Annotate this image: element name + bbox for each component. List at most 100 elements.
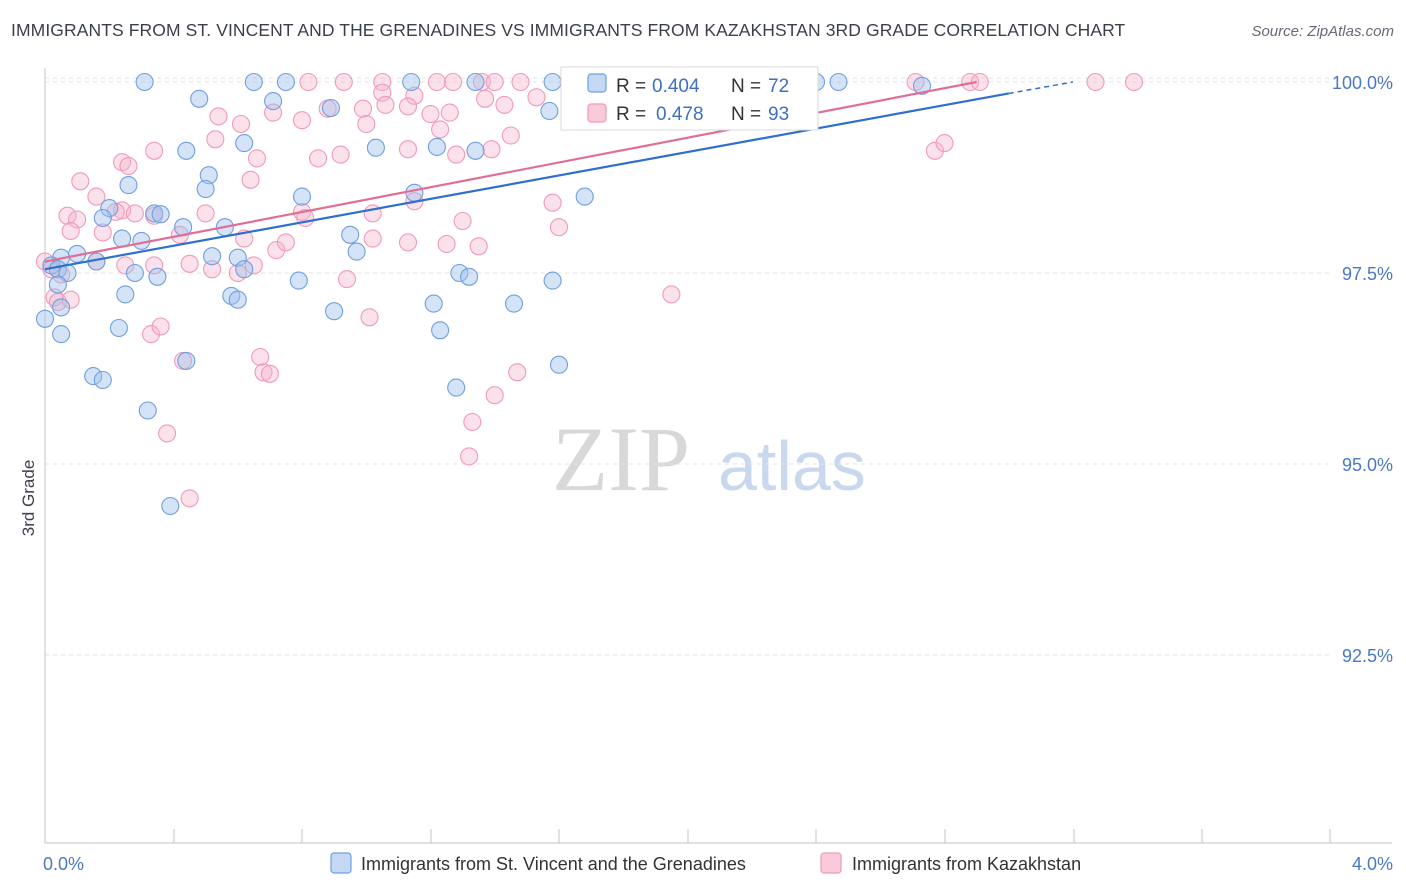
data-points — [35, 72, 1144, 516]
watermark: ZIP atlas — [552, 408, 866, 510]
data-point-blue — [35, 309, 55, 328]
data-point-pink — [357, 114, 376, 134]
stats-legend: R = 0.404 N = 72 R = 0.478 N = 93 — [560, 66, 819, 131]
data-point-blue — [177, 351, 196, 370]
data-point-blue — [912, 76, 932, 95]
data-point-blue — [196, 179, 215, 199]
data-point-blue — [48, 275, 67, 294]
data-point-pink — [141, 325, 161, 344]
data-point-blue — [405, 183, 424, 202]
data-point-pink — [254, 363, 273, 382]
trend-line-blue — [44, 92, 1009, 271]
data-point-pink — [337, 270, 357, 289]
data-point-pink — [662, 285, 681, 304]
data-point-blue — [235, 134, 254, 153]
data-point-blue — [341, 225, 360, 244]
data-point-pink — [511, 72, 530, 92]
data-point-pink — [299, 72, 318, 92]
data-point-pink — [376, 95, 395, 114]
data-point-blue — [543, 271, 562, 290]
legend-r-value-pink: 0.478 — [656, 104, 704, 125]
data-point-blue — [504, 294, 524, 313]
data-point-pink — [68, 210, 87, 229]
data-point-pink — [58, 206, 77, 225]
data-point-blue — [450, 263, 469, 283]
x-tick-labels: 0.0% 4.0% — [43, 854, 1393, 874]
data-point-pink — [61, 221, 80, 241]
data-point-pink — [440, 103, 459, 122]
y-tick-labels: 100.0% 97.5% 95.0% 92.5% — [1332, 73, 1393, 666]
data-point-pink — [353, 99, 373, 118]
data-point-pink — [405, 86, 424, 105]
data-point-pink — [469, 237, 488, 256]
data-point-pink — [460, 447, 479, 466]
data-point-blue — [145, 204, 164, 223]
data-point-pink — [925, 141, 944, 160]
data-point-blue — [460, 267, 479, 286]
data-point-pink — [247, 149, 267, 168]
watermark-atlas: atlas — [718, 427, 866, 505]
data-point-pink — [260, 364, 279, 383]
data-point-pink — [231, 114, 251, 134]
data-point-blue — [151, 205, 170, 224]
series-label-blue: Immigrants from St. Vincent and the Gren… — [361, 854, 746, 874]
grid-lines — [45, 77, 1330, 656]
legend-n-label-blue: N = — [731, 76, 761, 97]
data-point-pink — [363, 229, 382, 248]
legend-n-label-pink: N = — [731, 104, 761, 125]
legend-r-label-blue: R = — [616, 76, 646, 97]
data-point-blue — [466, 72, 485, 92]
series-label-pink: Immigrants from Kazakhstan — [852, 854, 1081, 874]
y-axis-title: 3rd Grade — [19, 460, 38, 537]
data-point-blue — [543, 72, 562, 92]
data-point-pink — [119, 156, 138, 176]
data-point-blue — [289, 271, 308, 290]
data-point-pink — [398, 97, 418, 116]
data-point-blue — [447, 378, 466, 397]
data-point-pink — [508, 363, 527, 382]
data-point-pink — [209, 107, 228, 126]
legend-r-value-blue: 0.404 — [652, 76, 700, 97]
data-point-pink — [244, 256, 263, 275]
data-point-blue — [93, 370, 112, 390]
data-point-blue — [829, 72, 848, 92]
data-point-pink — [427, 72, 446, 92]
data-point-blue — [52, 325, 71, 344]
axes — [44, 68, 1392, 844]
data-point-blue — [52, 298, 71, 317]
data-point-pink — [145, 256, 164, 275]
data-point-pink — [495, 95, 514, 114]
data-point-pink — [431, 120, 450, 139]
data-point-blue — [325, 302, 344, 321]
data-point-pink — [549, 218, 569, 237]
data-point-pink — [151, 317, 170, 336]
data-point-pink — [145, 141, 164, 160]
chart-title: IMMIGRANTS FROM ST. VINCENT AND THE GREN… — [11, 20, 1126, 40]
data-point-blue — [466, 141, 485, 160]
data-point-pink — [360, 308, 379, 327]
data-point-pink — [309, 149, 328, 168]
data-point-pink — [447, 145, 466, 164]
source-credit: Source: ZipAtlas.com — [1251, 23, 1394, 40]
legend-swatch-pink — [587, 103, 607, 123]
data-point-blue — [125, 263, 144, 283]
data-point-pink — [961, 72, 980, 92]
data-point-pink — [87, 187, 106, 206]
data-point-blue — [402, 72, 421, 92]
data-point-blue — [119, 176, 138, 195]
data-point-pink — [116, 256, 135, 275]
data-point-blue — [228, 290, 247, 309]
data-point-pink — [331, 145, 350, 164]
data-point-blue — [292, 187, 312, 206]
data-point-blue — [84, 367, 103, 386]
data-point-pink — [501, 126, 520, 145]
data-point-blue — [321, 98, 340, 118]
trend-lines — [44, 80, 1074, 271]
data-point-blue — [431, 321, 450, 340]
data-point-pink — [463, 412, 482, 432]
data-point-blue — [575, 187, 594, 206]
y-tick-label: 95.0% — [1342, 455, 1393, 475]
data-point-pink — [935, 134, 954, 153]
data-point-pink — [292, 111, 312, 130]
data-point-blue — [161, 496, 180, 516]
